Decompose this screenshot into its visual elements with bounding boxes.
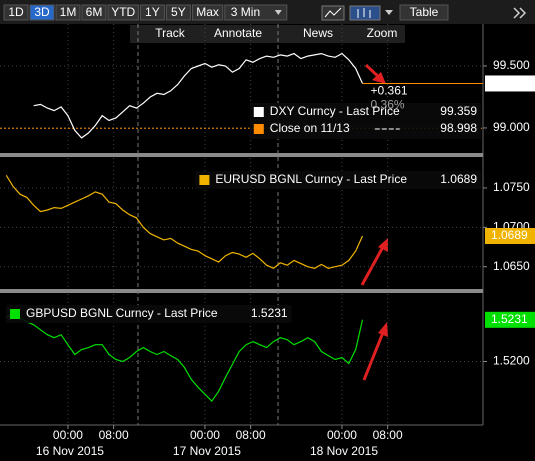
tool-label[interactable]: News [303,26,333,40]
last-price-box [485,311,535,328]
last-price-label: 1.5231 [491,312,528,326]
arrowhead [378,238,388,252]
legend-value: 98.998 [440,121,477,135]
price-line [5,311,364,403]
date-label: 18 Nov 2015 [310,444,378,458]
change-annotation: +0.361 [371,84,408,98]
bar-icon-glyph [357,8,371,18]
x-tick-label: 00:00 [53,428,83,442]
y-tick-label: 1.0650 [493,259,530,273]
x-tick-label: 08:00 [236,428,266,442]
x-tick-label: 00:00 [327,428,357,442]
last-price-label: 1.0689 [491,228,528,242]
tool-bar [130,25,405,43]
price-line [33,52,364,139]
change-annotation: 0.36% [371,98,405,112]
legend-name: DXY Curncy - Last Price [270,104,400,118]
range-label: 3D [34,5,50,19]
last-price-label: 99.359 [491,76,528,90]
range-label: Max [196,5,219,19]
y-tick-label: 99.000 [493,120,530,134]
interval-button[interactable] [224,4,288,21]
x-tick-label: 08:00 [373,428,403,442]
legend-box [195,171,481,189]
legend-value: 99.359 [440,104,477,118]
arrowhead [372,72,386,84]
date-label: 17 Nov 2015 [173,444,241,458]
interval-arrow [274,10,282,15]
line-icon-glyph [324,7,342,18]
y-tick-label: 1.0750 [493,180,530,194]
tool-label[interactable]: Annotate [214,26,262,40]
panel-divider [0,289,483,293]
date-label: 16 Nov 2015 [36,444,104,458]
expand-icon[interactable] [513,7,527,19]
legend-swatch [253,107,264,117]
interval-label: 3 Min [231,5,260,19]
line-icon[interactable] [321,5,345,21]
price-line [5,174,364,269]
x-tick-label: 00:00 [190,428,220,442]
legend-name: EURUSD BGNL Curncy - Last Price [215,172,407,186]
range-button[interactable] [191,4,224,21]
range-button[interactable] [165,4,191,21]
legend-box [249,103,481,139]
legend-swatch [10,309,20,319]
range-button[interactable] [139,4,165,21]
range-label: 1M [60,5,77,19]
arrow [360,244,386,286]
tool-label[interactable]: Zoom [367,26,398,40]
range-label: 5Y [171,5,186,19]
range-label: 1D [8,5,24,19]
legend-name: Close on 11/13 [270,121,350,135]
last-price-box [485,75,535,92]
legend-value: 1.5231 [251,306,288,320]
legend-value: 1.0689 [440,172,477,186]
range-label: 6M [86,5,103,19]
x-tick-label: 08:00 [99,428,129,442]
range-button[interactable] [29,4,55,21]
legend-name: GBPUSD BGNL Curncy - Last Price [26,306,218,320]
legend-swatch [199,175,210,185]
legend-box [6,305,292,323]
range-button[interactable] [3,4,29,21]
range-label: YTD [111,5,135,19]
table-button[interactable] [399,4,449,21]
y-tick-label: 1.5200 [493,354,530,368]
tool-label[interactable]: Track [155,26,186,40]
last-price-box [485,228,535,244]
range-button[interactable] [81,4,107,21]
panel-divider [0,153,483,157]
range-button[interactable] [107,4,139,21]
table-label: Table [410,5,439,19]
y-tick-label: 99.500 [493,58,530,72]
arrowhead [378,322,388,337]
range-button[interactable] [55,4,81,21]
bar-icon[interactable] [349,5,381,21]
dropdown-arrow[interactable] [385,10,393,15]
range-label: 1Y [145,5,160,19]
arrow [362,329,386,381]
legend-swatch [253,124,264,134]
